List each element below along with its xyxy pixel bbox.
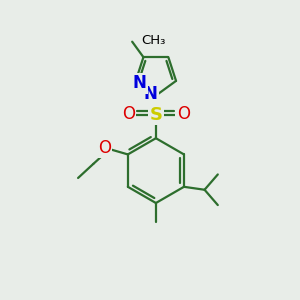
Text: N: N (144, 85, 158, 103)
Text: O: O (177, 105, 190, 123)
Text: O: O (98, 139, 111, 157)
Text: N: N (132, 74, 146, 92)
Text: S: S (149, 106, 162, 124)
Text: O: O (122, 105, 135, 123)
Text: CH₃: CH₃ (142, 34, 166, 47)
